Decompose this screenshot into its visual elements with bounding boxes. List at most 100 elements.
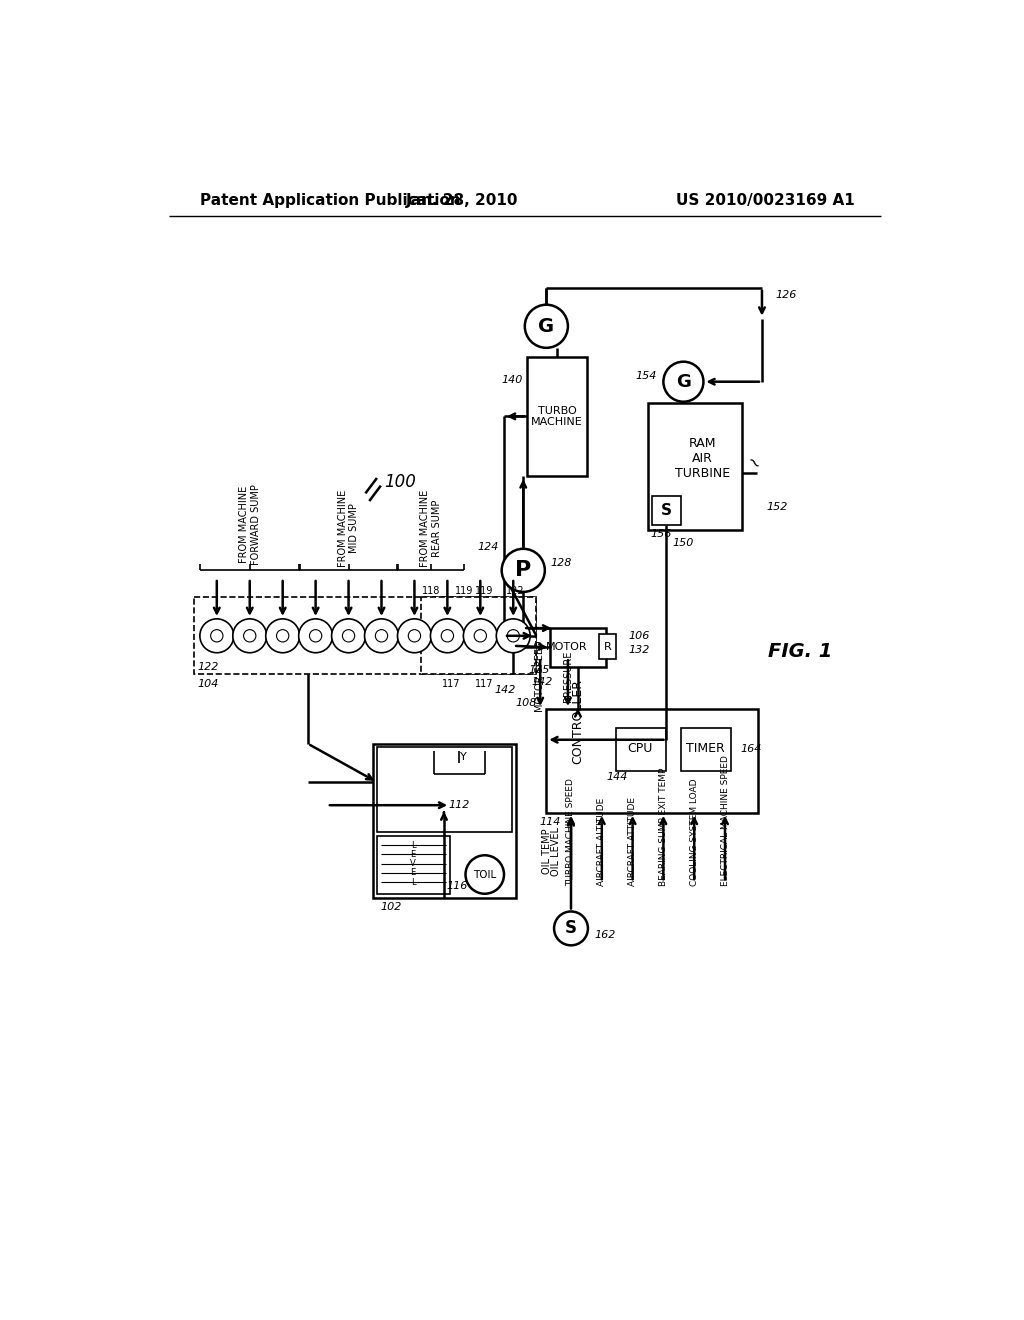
Text: MOTOR SPEED: MOTOR SPEED bbox=[536, 640, 545, 711]
Text: FROM MACHINE
MID SUMP: FROM MACHINE MID SUMP bbox=[338, 490, 359, 566]
Text: 106: 106 bbox=[629, 631, 650, 640]
Circle shape bbox=[430, 619, 464, 653]
Text: TURBO
MACHINE: TURBO MACHINE bbox=[531, 405, 583, 428]
Text: 102: 102 bbox=[381, 902, 402, 912]
Circle shape bbox=[441, 630, 454, 642]
Text: 144: 144 bbox=[606, 772, 628, 781]
Circle shape bbox=[276, 630, 289, 642]
Text: 122: 122 bbox=[506, 586, 524, 597]
Circle shape bbox=[365, 619, 398, 653]
Text: 100: 100 bbox=[385, 473, 417, 491]
Text: 119: 119 bbox=[475, 586, 494, 597]
Text: RAM
AIR
TURBINE: RAM AIR TURBINE bbox=[675, 437, 730, 480]
Text: 142: 142 bbox=[495, 685, 515, 694]
Circle shape bbox=[376, 630, 388, 642]
Bar bbox=[648, 404, 742, 531]
Text: TOIL: TOIL bbox=[473, 870, 497, 879]
Bar bbox=[377, 836, 451, 894]
Text: AIRCRAFT ATTITUDE: AIRCRAFT ATTITUDE bbox=[628, 797, 637, 886]
Text: 114: 114 bbox=[540, 817, 561, 828]
Bar bbox=[681, 729, 731, 771]
Text: ELECTRICAL MACHINE SPEED: ELECTRICAL MACHINE SPEED bbox=[721, 755, 729, 886]
Text: G: G bbox=[676, 372, 691, 391]
Circle shape bbox=[342, 630, 354, 642]
Text: FROM MACHINE
FORWARD SUMP: FROM MACHINE FORWARD SUMP bbox=[239, 483, 260, 565]
Text: 118: 118 bbox=[422, 586, 440, 597]
Bar bbox=[652, 496, 681, 525]
Bar bbox=[377, 747, 512, 832]
Text: 142: 142 bbox=[531, 677, 552, 686]
Circle shape bbox=[507, 630, 519, 642]
Bar bbox=[550, 628, 605, 667]
Circle shape bbox=[232, 619, 266, 653]
Text: TURBO MACHINE SPEED: TURBO MACHINE SPEED bbox=[566, 779, 575, 886]
Text: US 2010/0023169 A1: US 2010/0023169 A1 bbox=[676, 193, 854, 209]
Text: 154: 154 bbox=[635, 371, 656, 380]
Text: CPU: CPU bbox=[628, 742, 653, 755]
Circle shape bbox=[664, 362, 703, 401]
Circle shape bbox=[200, 619, 233, 653]
Text: MOTOR: MOTOR bbox=[547, 643, 588, 652]
Text: 122: 122 bbox=[198, 661, 219, 672]
Text: 112: 112 bbox=[449, 800, 470, 810]
Text: 126: 126 bbox=[776, 290, 798, 301]
Text: Y: Y bbox=[460, 751, 467, 762]
Text: OIL TEMP: OIL TEMP bbox=[542, 829, 552, 874]
Circle shape bbox=[397, 619, 431, 653]
Bar bbox=[615, 729, 666, 771]
Text: 119: 119 bbox=[455, 586, 473, 597]
Text: L: L bbox=[411, 878, 416, 887]
Circle shape bbox=[332, 619, 366, 653]
Circle shape bbox=[497, 619, 530, 653]
Text: 132: 132 bbox=[629, 644, 650, 655]
Text: FROM MACHINE
REAR SUMP: FROM MACHINE REAR SUMP bbox=[420, 490, 441, 566]
Text: E: E bbox=[411, 850, 416, 859]
Text: Jan. 28, 2010: Jan. 28, 2010 bbox=[406, 193, 518, 209]
Text: COOLING SYSTEM LOAD: COOLING SYSTEM LOAD bbox=[690, 779, 698, 886]
Circle shape bbox=[474, 630, 486, 642]
Text: CONTROLLER: CONTROLLER bbox=[571, 678, 584, 764]
Circle shape bbox=[466, 855, 504, 894]
Text: G: G bbox=[539, 317, 554, 335]
Circle shape bbox=[409, 630, 421, 642]
Text: R: R bbox=[604, 642, 611, 652]
Text: 117: 117 bbox=[475, 678, 494, 689]
Text: 152: 152 bbox=[767, 502, 787, 512]
Circle shape bbox=[266, 619, 300, 653]
Bar bbox=[194, 597, 537, 675]
Bar bbox=[547, 709, 758, 813]
Text: ~: ~ bbox=[741, 451, 764, 475]
Text: AIRCRAFT ALTITUDE: AIRCRAFT ALTITUDE bbox=[597, 797, 606, 886]
Circle shape bbox=[299, 619, 333, 653]
Text: E: E bbox=[411, 869, 416, 878]
Text: 164: 164 bbox=[740, 744, 762, 754]
Text: 125: 125 bbox=[528, 665, 549, 676]
Bar bbox=[599, 635, 616, 659]
Circle shape bbox=[554, 911, 588, 945]
Bar bbox=[421, 597, 537, 675]
Circle shape bbox=[502, 549, 545, 591]
Text: 116: 116 bbox=[446, 880, 468, 891]
Text: 108: 108 bbox=[516, 698, 538, 708]
Circle shape bbox=[309, 630, 322, 642]
Text: 104: 104 bbox=[198, 678, 219, 689]
Circle shape bbox=[464, 619, 498, 653]
Bar bbox=[527, 358, 587, 477]
Text: Patent Application Publication: Patent Application Publication bbox=[200, 193, 461, 209]
Text: OIL LEVEL: OIL LEVEL bbox=[551, 826, 561, 876]
Text: 140: 140 bbox=[502, 375, 523, 385]
Text: S: S bbox=[660, 503, 672, 517]
Text: 162: 162 bbox=[594, 929, 615, 940]
Text: PRESSURE: PRESSURE bbox=[563, 651, 572, 701]
Circle shape bbox=[524, 305, 568, 348]
Circle shape bbox=[244, 630, 256, 642]
Circle shape bbox=[211, 630, 223, 642]
Bar bbox=[373, 743, 515, 898]
Text: 156: 156 bbox=[650, 529, 672, 539]
Text: FIG. 1: FIG. 1 bbox=[768, 642, 833, 661]
Text: L: L bbox=[411, 841, 416, 850]
Text: 128: 128 bbox=[550, 557, 571, 568]
Text: TIMER: TIMER bbox=[686, 742, 725, 755]
Text: P: P bbox=[515, 561, 531, 581]
Text: 150: 150 bbox=[673, 539, 694, 548]
